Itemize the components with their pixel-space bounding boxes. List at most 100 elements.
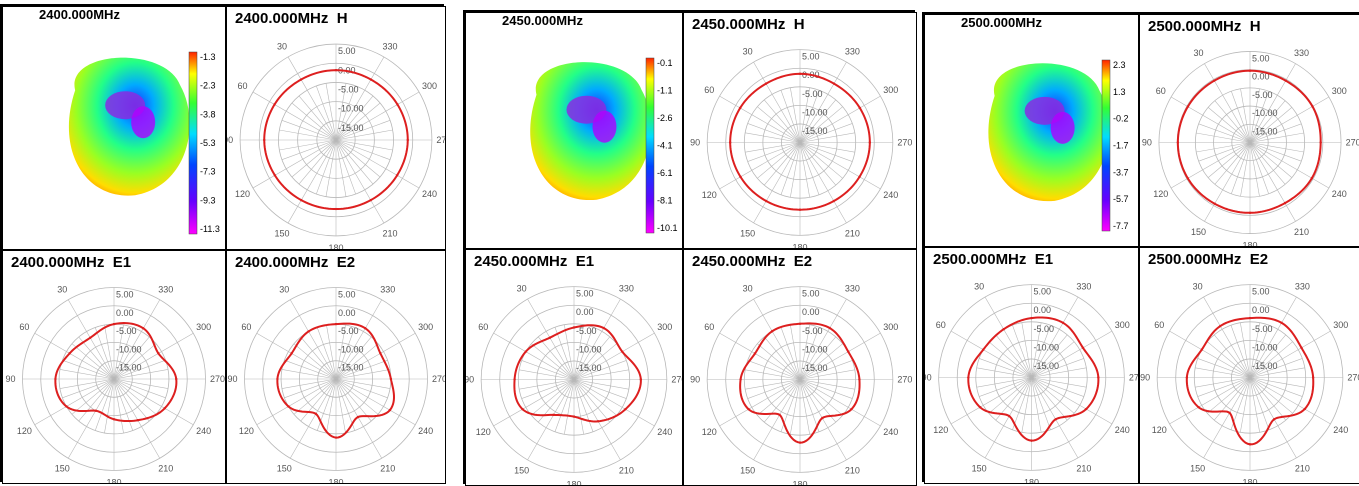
polar-spoke: [1031, 296, 1079, 378]
angle-label: 210: [619, 465, 634, 475]
angle-label: 30: [517, 284, 527, 294]
pattern-point: [1002, 328, 1005, 331]
colorbar-tick-label: -1.1: [657, 86, 673, 96]
frequency-group: -0.1 -1.1 -2.6 -4.1 -6.1 -8.1 -10.1 2450.000MHz…: [463, 10, 917, 486]
pattern-point: [1228, 411, 1231, 415]
polar-spoke: [71, 343, 115, 380]
angle-label: 120: [235, 189, 250, 199]
angle-label: 60: [19, 322, 29, 332]
angle-label: 60: [936, 320, 946, 330]
angle-label: 330: [1076, 282, 1091, 292]
ring-label: 5.00: [1034, 287, 1052, 297]
angle-label: 180: [328, 478, 343, 483]
angle-label: 150: [275, 228, 290, 238]
polar-plot-svg: 5.00 0.00 -5.00 -10.00 -15.00 330 300 270 240 210…: [1140, 282, 1359, 483]
polar-spoke: [335, 139, 393, 151]
pattern-point: [739, 378, 742, 381]
ring-label: -15.00: [1034, 361, 1060, 371]
polar-spoke: [335, 95, 374, 141]
angle-label: 150: [277, 464, 292, 474]
polar-spoke: [335, 139, 420, 189]
polar-spoke: [252, 139, 337, 189]
polar-spoke: [279, 129, 337, 141]
polar-spoke: [799, 106, 843, 143]
polar-spoke: [573, 324, 584, 380]
ring-label: 5.00: [802, 289, 820, 299]
polar-spoke: [335, 378, 383, 459]
angle-label: 210: [158, 464, 173, 474]
pattern-point: [624, 408, 627, 411]
panel-title: 2500.000MHz: [961, 15, 1042, 30]
polar-spoke: [1203, 296, 1251, 378]
polar-spoke: [1249, 330, 1331, 378]
polar-spoke: [335, 129, 393, 141]
polar-spoke: [799, 142, 820, 195]
angle-label: 150: [514, 465, 529, 475]
angle-label: 150: [972, 463, 987, 473]
polar-spoke: [335, 378, 372, 422]
polar-spoke: [335, 83, 347, 141]
pattern-point: [1248, 211, 1252, 215]
polar-spoke: [1195, 367, 1251, 378]
angle-label: 90: [925, 373, 932, 383]
pattern-point: [142, 327, 145, 330]
angle-label: 300: [1333, 320, 1348, 330]
polar-spoke: [799, 142, 810, 198]
polar-spoke: [1249, 334, 1287, 378]
polar-spoke: [1169, 330, 1251, 378]
polar-spoke: [113, 299, 161, 380]
polar-spoke: [1240, 322, 1251, 378]
pattern-point: [290, 352, 293, 355]
polar-spoke: [573, 360, 627, 380]
polar-plot-svg: 5.00 0.00 -5.00 -10.00 -15.00 330 300 270 240 210…: [925, 282, 1138, 483]
pattern-point: [1310, 177, 1314, 180]
polar-spoke: [113, 378, 124, 434]
polar-spoke: [573, 298, 621, 380]
colorbar-tick-label: -11.3: [200, 224, 220, 234]
angle-label: 210: [380, 464, 395, 474]
angle-label: 120: [702, 190, 717, 200]
polar-spoke: [1249, 63, 1296, 143]
polar-spoke: [1169, 377, 1251, 425]
polar-spoke: [281, 120, 337, 141]
angle-label: 300: [1115, 320, 1130, 330]
ring-label: -5.00: [802, 89, 823, 99]
polar-spoke: [1204, 142, 1251, 222]
colorbar-tick-label: -7.3: [200, 167, 216, 177]
polar-spoke: [1031, 377, 1087, 388]
polar-spoke: [279, 139, 337, 151]
polar-spoke: [573, 369, 629, 380]
pattern-point: [1030, 439, 1033, 442]
pattern-point: [850, 408, 853, 411]
angle-label: 120: [1153, 189, 1168, 199]
polar-spoke: [527, 298, 575, 380]
polar-spoke: [1249, 377, 1297, 459]
polar-spoke: [1214, 100, 1251, 143]
polar-spoke: [113, 378, 157, 415]
angle-label: 240: [418, 426, 433, 436]
polar-spoke: [113, 336, 150, 380]
polar-spoke: [799, 298, 847, 380]
polar-spoke: [335, 324, 346, 380]
polar-spoke: [995, 334, 1032, 378]
polar-spoke: [757, 343, 801, 380]
angle-label: 300: [1332, 86, 1347, 96]
polar-spoke: [573, 379, 584, 435]
pattern-point: [513, 378, 516, 381]
polar-spoke: [799, 324, 810, 380]
colorbar-tick-label: -2.6: [657, 113, 673, 123]
polar-spoke: [719, 142, 801, 190]
ring-label: -5.00: [802, 326, 823, 336]
polar-spoke: [335, 139, 374, 185]
colorbar-tick-label: -9.3: [200, 195, 216, 205]
polar-spoke: [1198, 142, 1251, 162]
polar-spoke: [1249, 341, 1293, 378]
pattern-point: [54, 377, 57, 381]
angle-label: 180: [566, 479, 581, 485]
polar-plot-panel: 5.00 0.00 -5.00 -10.00 -15.00 330 300 270 240 210…: [924, 247, 1139, 484]
angle-label: 300: [657, 322, 672, 332]
ring-label: -10.00: [802, 344, 828, 354]
polar-spoke: [1207, 107, 1251, 143]
polar-spoke: [335, 369, 391, 380]
angle-label: 180: [328, 243, 343, 249]
